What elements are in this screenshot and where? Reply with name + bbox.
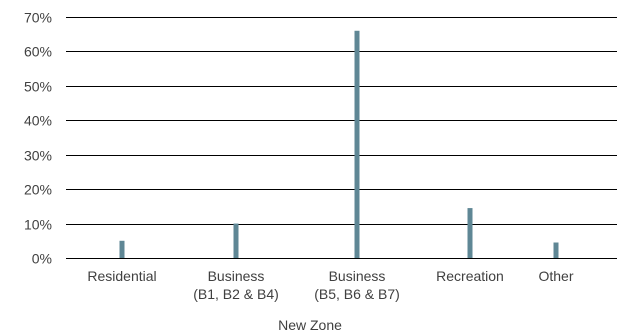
x-axis-tick-labels: Residential Business (B1, B2 & B4) Business… xyxy=(87,268,573,302)
bar-3 xyxy=(467,208,473,258)
x-tick-label-1-line-1: (B1, B2 & B4) xyxy=(193,286,279,302)
y-tick-label-40: 40% xyxy=(24,113,52,129)
x-tick-label-1-line-0: Business xyxy=(208,268,265,284)
x-tick-label-3: Recreation xyxy=(436,268,504,284)
bar-4 xyxy=(553,242,559,258)
bar-0 xyxy=(119,240,125,258)
x-tick-label-2-line-1: (B5, B6 & B7) xyxy=(314,286,400,302)
y-axis-tick-labels: 0% 10% 20% 30% 40% 50% 60% 70% xyxy=(24,10,52,267)
x-tick-label-0: Residential xyxy=(87,268,156,284)
x-tick-label-4: Other xyxy=(538,268,573,284)
bar-1 xyxy=(233,223,239,258)
gridlines xyxy=(66,17,617,259)
y-tick-label-50: 50% xyxy=(24,79,52,95)
x-axis-title: New Zone xyxy=(278,317,342,333)
y-tick-label-0: 0% xyxy=(32,251,52,267)
y-tick-label-60: 60% xyxy=(24,44,52,60)
bar-2 xyxy=(354,30,360,259)
x-tick-label-2-line-0: Business xyxy=(329,268,386,284)
y-tick-label-30: 30% xyxy=(24,148,52,164)
y-tick-label-70: 70% xyxy=(24,10,52,26)
y-tick-label-10: 10% xyxy=(24,217,52,233)
bars xyxy=(119,30,559,259)
y-tick-label-20: 20% xyxy=(24,182,52,198)
